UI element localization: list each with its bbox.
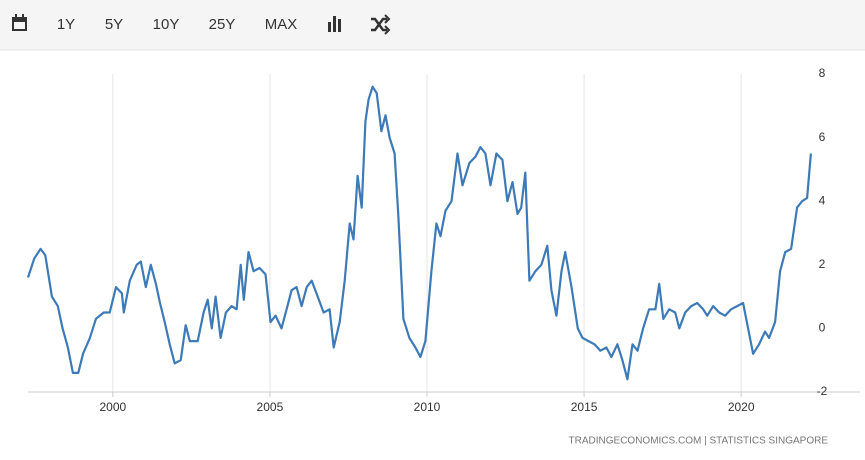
y-tick-label: 4	[819, 193, 826, 207]
range-button[interactable]: 5Y	[105, 16, 123, 33]
footer: TRADINGECONOMICS.COM | STATISTICS SINGAP…	[569, 436, 829, 447]
y-tick-label: 8	[819, 66, 826, 80]
toolbar	[0, 0, 865, 50]
y-tick-label: -2	[817, 384, 828, 398]
x-tick-label: 2000	[99, 400, 126, 414]
y-tick-label: 6	[819, 130, 826, 144]
y-tick-label: 0	[819, 321, 826, 335]
range-button[interactable]: 10Y	[153, 16, 180, 33]
range-button[interactable]: 25Y	[209, 16, 236, 33]
range-button[interactable]: 1Y	[57, 16, 75, 33]
x-tick-label: 2015	[571, 400, 598, 414]
shuffle-icon[interactable]	[371, 14, 391, 35]
x-tick-label: 2005	[257, 400, 284, 414]
bar-chart-icon[interactable]	[328, 16, 341, 32]
y-tick-label: 2	[819, 257, 826, 271]
x-tick-label: 2010	[414, 400, 441, 414]
calendar-icon[interactable]	[12, 14, 27, 31]
range-button[interactable]: MAX	[265, 16, 298, 33]
x-tick-label: 2020	[728, 400, 755, 414]
line	[26, 85, 812, 381]
